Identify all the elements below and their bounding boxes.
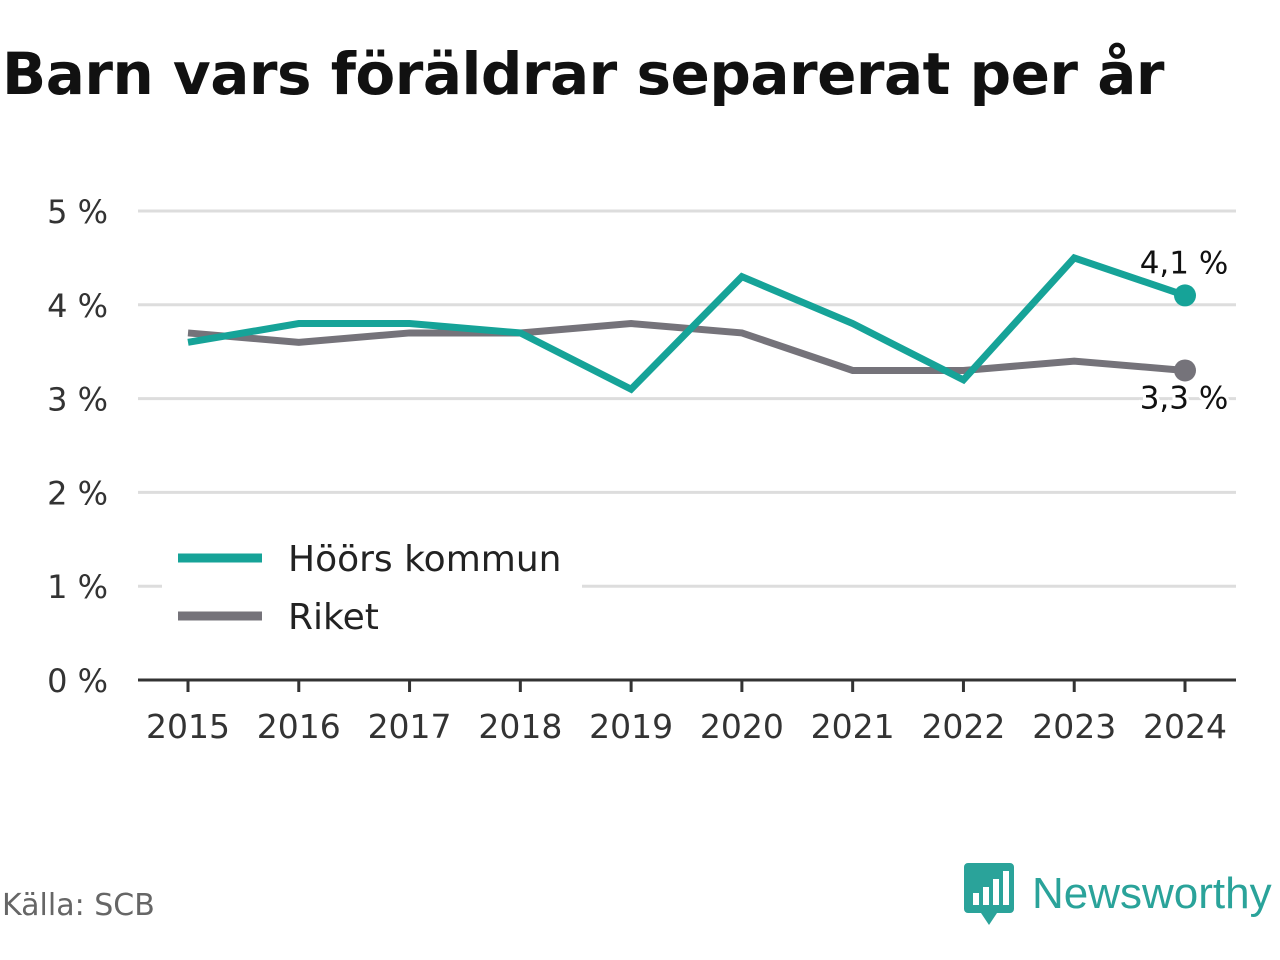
x-tick-label: 2024 [1143, 707, 1227, 746]
legend-label: Höörs kommun [288, 539, 561, 580]
series-line [187, 253, 1187, 394]
x-tick-label: 2019 [589, 707, 673, 746]
brand-name: Newsworthy [1032, 869, 1272, 918]
series-end-label: 3,3 % [1140, 380, 1229, 416]
y-tick-label: 1 % [47, 568, 108, 606]
x-tick-label: 2015 [146, 707, 230, 746]
series-end-label: 4,1 % [1140, 245, 1229, 281]
series-end-marker [1174, 284, 1196, 307]
x-tick-label: 2020 [700, 707, 784, 746]
chart-title: Barn vars föräldrar separerat per år [2, 40, 1164, 108]
x-tick-label: 2018 [478, 707, 562, 746]
legend-label: Riket [288, 597, 379, 638]
newsworthy-logo-icon [964, 863, 1014, 925]
y-tick-label: 2 % [47, 474, 108, 512]
series-end-marker [1174, 359, 1196, 382]
y-tick-label: 0 % [47, 662, 108, 700]
x-tick-label: 2017 [368, 707, 452, 746]
x-tick-label: 2021 [811, 707, 895, 746]
y-tick-label: 5 % [47, 193, 108, 231]
x-tick-label: 2016 [257, 707, 341, 746]
x-tick-label: 2022 [921, 707, 1005, 746]
x-tick-label: 2023 [1032, 707, 1116, 746]
y-tick-label: 4 % [47, 287, 108, 325]
brand-logo[interactable]: Newsworthy [964, 862, 1272, 926]
source-note: Källa: SCB [2, 888, 155, 923]
y-tick-label: 3 % [47, 381, 108, 419]
